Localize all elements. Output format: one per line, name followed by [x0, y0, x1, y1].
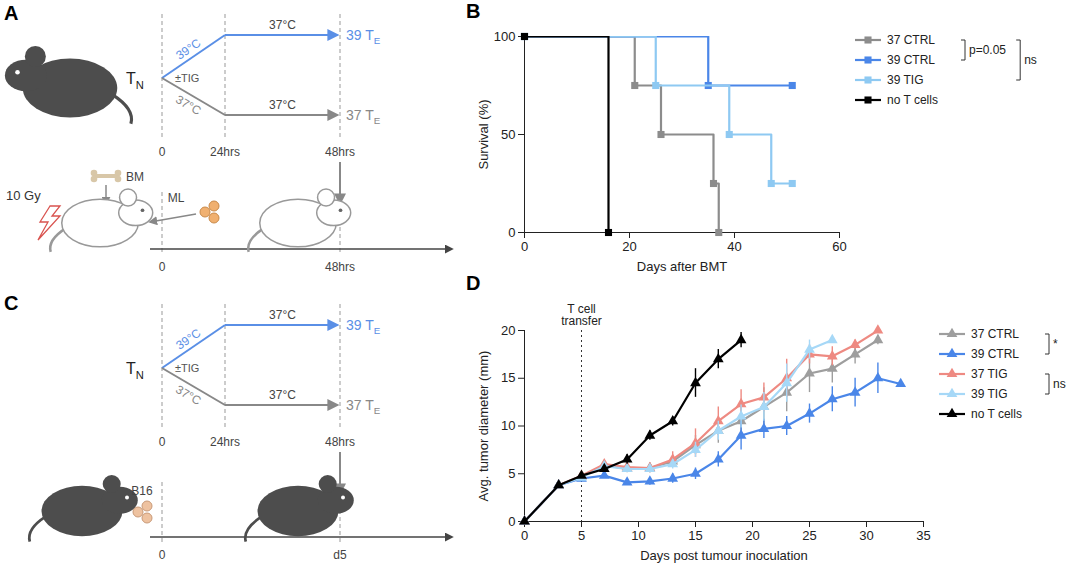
svg-text:15: 15: [501, 370, 515, 385]
svg-text:39 CTRL: 39 CTRL: [971, 347, 1019, 361]
svg-text:0: 0: [159, 260, 166, 274]
svg-text:0: 0: [159, 435, 166, 449]
svg-text:no T cells: no T cells: [971, 407, 1022, 421]
svg-text:39 TE: 39 TE: [346, 27, 381, 46]
svg-text:±TIG: ±TIG: [175, 362, 199, 374]
svg-text:25: 25: [802, 528, 816, 543]
svg-text:37 TE: 37 TE: [346, 107, 381, 126]
svg-text:no T cells: no T cells: [887, 93, 938, 107]
svg-text:5: 5: [508, 466, 515, 481]
svg-text:BM: BM: [126, 170, 144, 184]
svg-text:37°C: 37°C: [269, 308, 296, 322]
svg-text:60: 60: [832, 239, 846, 254]
svg-text:37°C: 37°C: [269, 388, 296, 402]
svg-text:p=0.05: p=0.05: [969, 43, 1006, 57]
html-text:B: B: [466, 0, 481, 22]
svg-text:39°C: 39°C: [173, 36, 203, 63]
svg-text:39 CTRL: 39 CTRL: [887, 53, 935, 67]
svg-text:d5: d5: [333, 548, 347, 562]
svg-text:10 Gy: 10 Gy: [6, 188, 41, 203]
svg-text:0: 0: [508, 514, 515, 529]
svg-text:0: 0: [159, 548, 166, 562]
svg-text:T celltransfer: T celltransfer: [561, 302, 602, 328]
svg-text:35: 35: [916, 528, 930, 543]
svg-text:Survival (%): Survival (%): [476, 99, 491, 169]
svg-text:Days after BMT: Days after BMT: [637, 259, 727, 274]
svg-text:ns: ns: [1053, 377, 1066, 391]
svg-text:30: 30: [859, 528, 873, 543]
svg-text:10: 10: [631, 528, 645, 543]
html-text:D: D: [466, 272, 481, 294]
svg-text:A: A: [4, 2, 18, 24]
svg-text:39°C: 39°C: [173, 326, 203, 353]
svg-text:24hrs: 24hrs: [210, 145, 240, 159]
svg-text:Avg. tumor diameter (mm): Avg. tumor diameter (mm): [476, 351, 491, 502]
svg-text:37°C: 37°C: [173, 382, 203, 408]
svg-text:TN: TN: [126, 360, 144, 381]
svg-text:0: 0: [521, 528, 528, 543]
svg-text:48hrs: 48hrs: [325, 145, 355, 159]
svg-text:0: 0: [521, 239, 528, 254]
svg-text:TN: TN: [126, 70, 144, 91]
svg-text:48hrs: 48hrs: [325, 260, 355, 274]
svg-text:37 TIG: 37 TIG: [971, 367, 1007, 381]
svg-text:24hrs: 24hrs: [210, 435, 240, 449]
svg-text:37°C: 37°C: [269, 98, 296, 112]
svg-text:40: 40: [727, 239, 741, 254]
svg-text:ns: ns: [1024, 53, 1037, 67]
svg-text:10: 10: [501, 418, 515, 433]
svg-text:20: 20: [745, 528, 759, 543]
svg-text:37 CTRL: 37 CTRL: [887, 33, 935, 47]
svg-text:±TIG: ±TIG: [175, 72, 199, 84]
svg-text:20: 20: [501, 323, 515, 338]
svg-text:15: 15: [688, 528, 702, 543]
svg-text:Days post tumour inoculation: Days post tumour inoculation: [640, 548, 808, 563]
svg-text:37°C: 37°C: [173, 92, 203, 118]
svg-text:48hrs: 48hrs: [325, 435, 355, 449]
svg-text:37 CTRL: 37 CTRL: [971, 327, 1019, 341]
svg-text:C: C: [4, 292, 18, 314]
svg-text:0: 0: [508, 225, 515, 240]
svg-text:37°C: 37°C: [269, 18, 296, 32]
svg-text:B16: B16: [131, 484, 153, 498]
svg-text:5: 5: [578, 528, 585, 543]
svg-text:0: 0: [159, 145, 166, 159]
svg-text:50: 50: [501, 127, 515, 142]
svg-text:ML: ML: [168, 191, 185, 205]
svg-text:37 TE: 37 TE: [346, 397, 381, 416]
svg-text:39 TIG: 39 TIG: [971, 387, 1007, 401]
svg-text:39 TE: 39 TE: [346, 317, 381, 336]
svg-text:20: 20: [622, 239, 636, 254]
svg-text:*: *: [1053, 337, 1058, 351]
svg-text:100: 100: [494, 29, 516, 44]
svg-text:39 TIG: 39 TIG: [887, 73, 923, 87]
